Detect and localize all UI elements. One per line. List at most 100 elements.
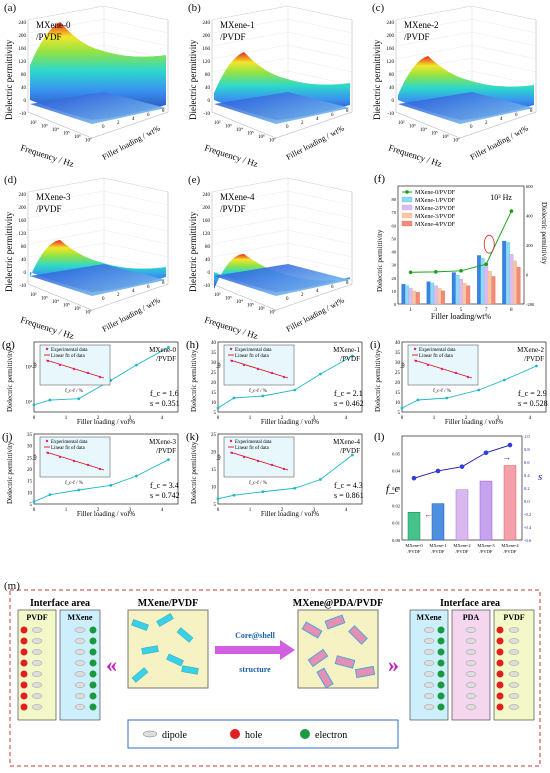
z-axis-title: Dielectric permittivity bbox=[4, 39, 14, 120]
line-point bbox=[484, 262, 488, 266]
inset bbox=[223, 436, 295, 478]
z-tick-label: 80 bbox=[389, 73, 395, 78]
x-tick-label: 10⁴ bbox=[52, 299, 59, 305]
y-tick-label: 2 bbox=[301, 293, 304, 298]
bar bbox=[437, 288, 442, 305]
s-point bbox=[483, 450, 489, 456]
y-tick-label: 40 bbox=[395, 341, 401, 346]
y2-axis-title: Dielectric permittivity bbox=[540, 202, 548, 265]
x-tick-label: MXene-3 bbox=[477, 543, 495, 548]
inset-ylabel: lgε bbox=[401, 362, 406, 368]
sample-name: MXene-0 bbox=[149, 346, 176, 354]
x-tick-label: 10⁴ bbox=[236, 127, 243, 133]
data-point bbox=[32, 403, 36, 407]
x-tick-label: 10² bbox=[214, 120, 221, 126]
x-tick-label: 8 bbox=[510, 308, 513, 313]
y-tick-label: 15 bbox=[395, 391, 401, 396]
y-tick-label: 50 bbox=[392, 236, 397, 241]
inset-point bbox=[72, 459, 76, 463]
data-point bbox=[261, 394, 265, 398]
y-tick-label: 0.02 bbox=[392, 503, 400, 508]
y2-axis-title: s bbox=[538, 471, 542, 483]
y-tick-label: 0.03 bbox=[392, 486, 401, 491]
x-tick-label: 2 bbox=[97, 508, 100, 513]
inset-xlabel: f_c-f / % bbox=[65, 389, 83, 394]
y-tick-label: 5 bbox=[214, 503, 217, 508]
y-tick-label: 4 bbox=[316, 289, 319, 294]
fc-value: f_c = 1.6 bbox=[150, 389, 179, 398]
x-axis-title: Frequency / Hz bbox=[19, 142, 75, 169]
bar bbox=[408, 288, 413, 305]
surface-panel: (d) 240 200 160 120 80 40 0 -10 10² 10³ 10⁴ 10⁵ 10⁶ 10… bbox=[0, 172, 182, 342]
inset bbox=[39, 436, 111, 478]
svg-text:/PVDF: /PVDF bbox=[480, 549, 493, 554]
y-tick-label: 20 bbox=[392, 276, 397, 281]
fit-panel: (k) 5 10 15 20 25 0 1 2 3 4 Filler loading / vol% Di… bbox=[184, 430, 366, 522]
y2-tick-label: 1.0 bbox=[524, 434, 530, 439]
fit-plot: (g) 10¹ 10² 0 1 2 3 4 Filler loading / vol% Diele… bbox=[2, 339, 180, 426]
x-tick-label: 3 bbox=[435, 308, 438, 313]
inset-point bbox=[46, 359, 50, 363]
y-tick-label: 10 bbox=[392, 289, 397, 294]
y-axis-title: Filler loading / wt% bbox=[101, 124, 162, 162]
sample-name: MXene-4 bbox=[220, 192, 255, 202]
x-axis-title: Frequency / Hz bbox=[387, 142, 443, 169]
fit-panel: (g) 10¹ 10² 0 1 2 3 4 Filler loading / vol% Diele… bbox=[0, 338, 182, 430]
y-tick-label: 0 bbox=[102, 125, 105, 130]
y-tick-label: 5 bbox=[214, 411, 217, 416]
x-axis-title: Frequency / Hz bbox=[203, 142, 259, 169]
x-axis-title: Filler loading / vol% bbox=[261, 510, 319, 518]
y-axis-title: Dielectric permittivity bbox=[6, 441, 14, 504]
x-axis-title: Filler loading / vol% bbox=[261, 418, 319, 426]
x-tick-label: 10⁷ bbox=[269, 138, 276, 144]
z-tick-label: 120 bbox=[203, 60, 211, 65]
svg-text:←: ← bbox=[424, 509, 433, 519]
y-tick-label: 6 bbox=[331, 285, 334, 290]
inset-point bbox=[230, 451, 234, 455]
panel-m: (m) Interface area PVDF MXene «MXene/PVDF Co… bbox=[0, 580, 550, 768]
data-point bbox=[503, 378, 506, 382]
fit-plot: (j) 5 10 15 20 25 30 35 0 1 2 3 4 Filler loading / vo… bbox=[2, 431, 180, 518]
svg-text:/PVDF: /PVDF bbox=[504, 549, 517, 554]
s-value: s = 0.462 bbox=[334, 399, 364, 408]
z-tick-label: 240 bbox=[387, 21, 395, 26]
y-tick-label: 4 bbox=[316, 117, 319, 122]
bar bbox=[462, 282, 467, 305]
fit-panel: (i) 5 10 15 20 25 30 35 40 0 1 2 3 4 Filler loading / … bbox=[368, 338, 550, 430]
surface-panel: (c) 240 200 160 120 80 40 0 -10 10² 10³ 10⁴ 10⁵ 10⁶ 10… bbox=[368, 0, 550, 170]
y-axis-title: Dielectric permittivity bbox=[190, 349, 198, 412]
inset bbox=[223, 344, 295, 386]
z-tick-label: -10 bbox=[19, 284, 26, 289]
z-axis-title: Dielectric permittivity bbox=[372, 39, 382, 120]
x-tick-label: 10⁵ bbox=[63, 131, 70, 137]
x-tick-label: 0 bbox=[217, 416, 220, 421]
y-axis-title: Filler loading / wt% bbox=[469, 124, 530, 162]
z-tick-label: 120 bbox=[387, 60, 395, 65]
s-value: s = 0.861 bbox=[334, 491, 364, 500]
y-tick-label: 40 bbox=[211, 341, 217, 346]
inset-point bbox=[98, 467, 102, 471]
panel-f: (f) 10³ Hz 0 10 20 30 40 50 60 70 80 -200 0 200 400 600… bbox=[372, 172, 548, 322]
panel-label: (e) bbox=[188, 174, 201, 186]
fit-plot: (i) 5 10 15 20 25 30 35 40 0 1 2 3 4 Filler loading / … bbox=[370, 339, 548, 426]
y-tick-label: 25 bbox=[211, 371, 217, 376]
y-tick-label: 30 bbox=[392, 263, 397, 268]
data-point bbox=[319, 372, 322, 376]
data-point bbox=[167, 346, 170, 349]
sample-name: MXene-1 bbox=[333, 346, 360, 354]
svg-text:»: » bbox=[388, 652, 399, 677]
z-tick-label: 160 bbox=[203, 219, 211, 224]
y-tick-label: 20 bbox=[27, 468, 33, 473]
data-point bbox=[135, 474, 138, 478]
inset-point bbox=[230, 359, 234, 363]
x-tick-label: MXene-0 bbox=[405, 543, 423, 548]
x-tick-label: 10³ bbox=[41, 124, 48, 130]
sample-name: MXene-3 bbox=[149, 438, 176, 446]
legend-entry: MXene-1/PVDF bbox=[415, 198, 456, 204]
z-tick-label: 200 bbox=[203, 206, 211, 211]
sample-matrix: /PVDF bbox=[524, 355, 544, 363]
y-tick-label: 8 bbox=[162, 109, 165, 114]
bar bbox=[491, 276, 496, 305]
y2-tick-label: 0 bbox=[526, 273, 529, 278]
x-tick-label: 4 bbox=[161, 416, 164, 421]
